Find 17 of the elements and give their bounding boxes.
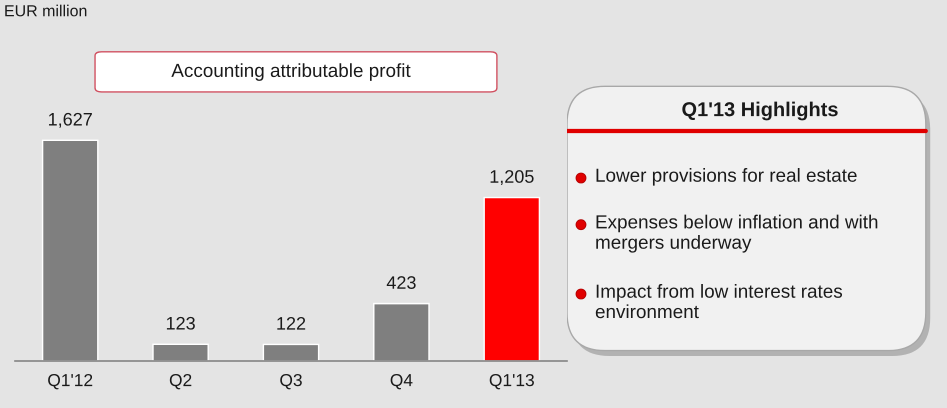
x-tick-label: Q1'12 — [48, 374, 92, 390]
data-label: 122 — [277, 316, 306, 330]
data-label: 1,205 — [490, 170, 534, 186]
bar — [484, 196, 540, 361]
text: Lower provisions for real estate — [596, 168, 857, 186]
chart-title: Accounting attributable profit — [171, 63, 411, 81]
text: Q1'13 Highlights — [682, 102, 838, 120]
data-label: 123 — [166, 316, 195, 330]
x-tick-label: Q3 — [280, 374, 302, 390]
y-axis-title: EUR million — [5, 4, 86, 16]
x-tick-label: Q4 — [390, 374, 412, 390]
data-label: 423 — [386, 276, 416, 289]
x-tick-label: Q2 — [170, 374, 192, 390]
text: Impact from low interest rates environment — [596, 284, 842, 318]
x-tick-label: Q1'13 — [490, 374, 534, 390]
text: Expenses below inflation and with mergers underway — [596, 214, 878, 253]
data-label: 1,627 — [48, 112, 92, 128]
